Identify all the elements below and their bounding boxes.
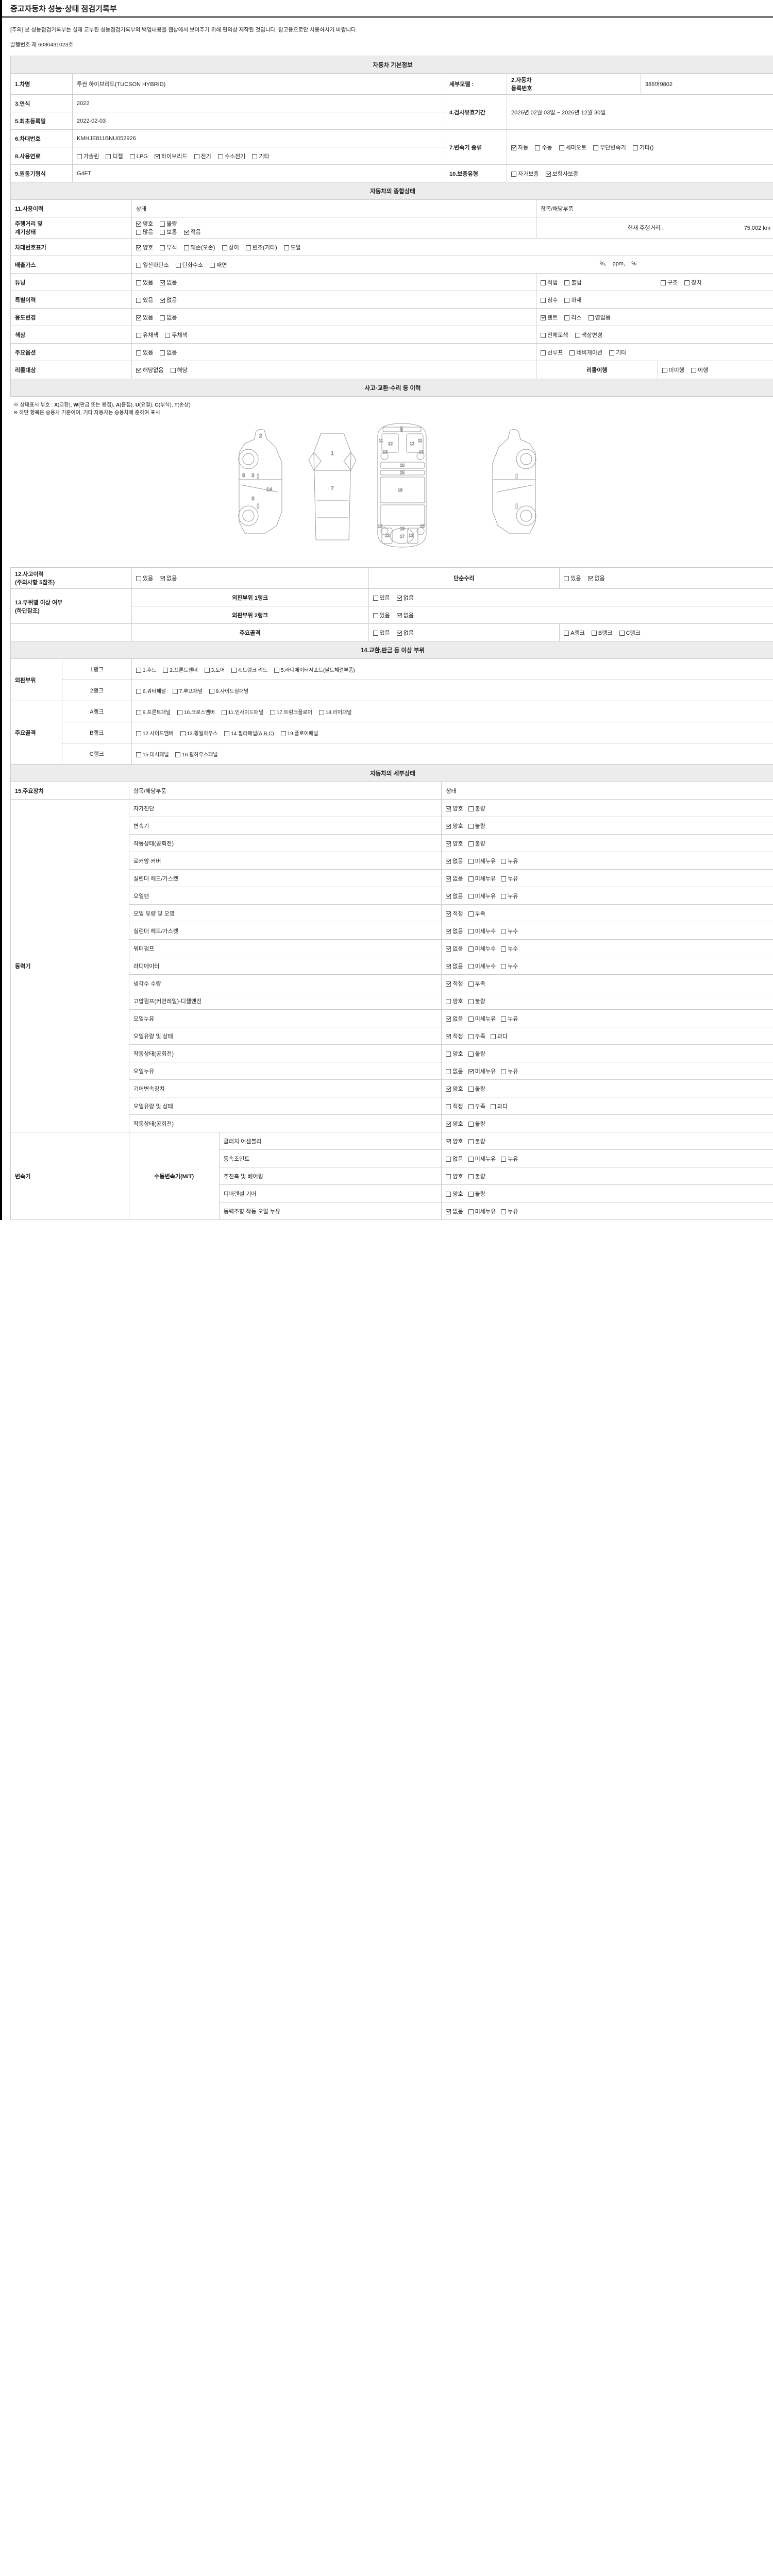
svg-text:7: 7 <box>331 486 334 492</box>
svg-text:11: 11 <box>379 438 383 443</box>
svg-text:12: 12 <box>388 442 393 446</box>
svg-text:1: 1 <box>331 451 334 456</box>
svg-text:8: 8 <box>242 473 245 479</box>
svg-text:13: 13 <box>383 450 388 454</box>
svg-text:14: 14 <box>266 487 273 493</box>
svg-text:13: 13 <box>420 524 425 529</box>
svg-text:13: 13 <box>378 524 382 529</box>
svg-text:12: 12 <box>385 533 390 538</box>
svg-text:3: 3 <box>251 473 255 479</box>
svg-text:19: 19 <box>400 527 405 531</box>
svg-text:16: 16 <box>398 488 402 493</box>
svg-text:3: 3 <box>251 496 255 502</box>
svg-text:9: 9 <box>400 428 403 433</box>
svg-text:2: 2 <box>259 433 262 439</box>
svg-text:12: 12 <box>409 533 413 538</box>
svg-text:13: 13 <box>419 450 424 454</box>
svg-text:10: 10 <box>400 463 405 468</box>
svg-text:17: 17 <box>400 534 405 539</box>
svg-text:11: 11 <box>418 438 423 443</box>
svg-text:12: 12 <box>410 442 414 446</box>
svg-text:15: 15 <box>400 470 405 475</box>
